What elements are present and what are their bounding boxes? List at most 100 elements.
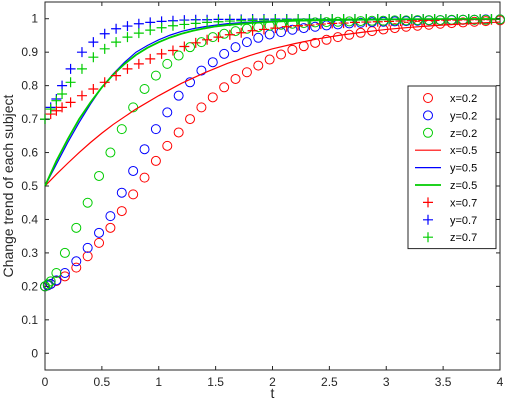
data-point <box>367 15 378 26</box>
data-point <box>45 104 56 115</box>
data-point <box>105 147 116 158</box>
legend-item: z=0.7 <box>423 232 477 244</box>
data-point <box>213 16 224 27</box>
data-point <box>71 262 82 273</box>
x-tick-label: 0.5 <box>94 375 111 389</box>
legend-swatch <box>423 127 433 138</box>
data-point <box>207 92 218 103</box>
legend: x=0.2 y=0.2 z=0.2 x=0.5 y=0.5 z=0.5 x=0.7 y=0.7… <box>407 85 497 250</box>
data-point <box>486 14 497 25</box>
data-point <box>241 67 252 78</box>
data-point <box>247 15 258 26</box>
y-tick-label: 0 <box>31 346 38 360</box>
y-tick-label: 0.2 <box>21 279 38 293</box>
y-tick-label: 0.8 <box>21 79 38 93</box>
data-point <box>475 14 486 25</box>
data-point <box>111 70 122 81</box>
legend-item: x=0.7 <box>423 197 477 209</box>
data-point <box>94 227 105 238</box>
data-point <box>207 57 218 68</box>
legend-label: x=0.5 <box>450 145 477 157</box>
data-point <box>270 23 281 34</box>
data-point <box>145 53 156 64</box>
data-point <box>42 279 53 290</box>
data-point <box>219 82 230 93</box>
x-tick-label: 2.5 <box>321 375 338 389</box>
data-point <box>179 19 190 30</box>
data-point <box>321 34 332 45</box>
y-tick-label: 0.7 <box>21 112 38 126</box>
data-point <box>253 60 264 71</box>
data-point <box>185 77 196 88</box>
data-point <box>116 124 127 135</box>
data-point <box>327 14 338 25</box>
data-point <box>82 251 93 262</box>
data-point <box>440 14 451 25</box>
data-point <box>139 172 150 183</box>
data-point <box>116 206 127 217</box>
data-point <box>150 124 161 135</box>
data-point <box>173 90 184 101</box>
data-point <box>162 58 173 69</box>
data-point <box>418 14 429 25</box>
data-point <box>213 32 224 43</box>
data-point <box>65 77 76 88</box>
series-z=0.5 <box>44 18 500 187</box>
legend-label: x=0.2 <box>450 93 477 105</box>
legend-item: y=0.7 <box>423 214 477 227</box>
data-point <box>82 242 93 253</box>
data-point <box>185 42 196 53</box>
data-point <box>338 14 349 25</box>
data-point <box>128 165 139 176</box>
data-point <box>236 27 247 38</box>
data-point <box>51 95 62 106</box>
data-point <box>355 16 366 27</box>
data-point <box>230 73 241 84</box>
legend-item: y=0.5 <box>415 163 477 175</box>
data-point <box>258 24 269 35</box>
data-point <box>105 222 116 233</box>
data-point <box>57 89 68 99</box>
x-tick-label: 1 <box>155 375 162 389</box>
data-point <box>88 83 99 94</box>
y-tick-label: 0.5 <box>21 179 38 193</box>
data-point <box>219 48 230 59</box>
legend-label: y=0.5 <box>450 163 477 175</box>
legend-label: z=0.7 <box>450 232 477 244</box>
data-point <box>389 15 400 26</box>
data-point <box>361 14 372 25</box>
data-point <box>59 247 70 258</box>
data-point <box>332 32 343 43</box>
data-point <box>190 18 201 29</box>
data-point <box>179 41 190 52</box>
x-tick-label: 0 <box>42 375 49 389</box>
data-point <box>65 97 76 108</box>
data-point <box>71 256 82 267</box>
data-point <box>264 54 275 65</box>
data-point <box>94 170 105 181</box>
data-point <box>76 47 87 58</box>
data-point <box>287 44 298 55</box>
data-point <box>224 16 235 27</box>
legend-item: x=0.5 <box>415 145 477 157</box>
data-point <box>372 14 383 25</box>
x-tick-label: 2 <box>269 375 276 389</box>
data-point <box>202 17 213 28</box>
data-point <box>406 14 417 25</box>
data-point <box>253 32 264 43</box>
data-point <box>310 37 321 48</box>
data-point <box>99 77 110 88</box>
data-point <box>57 102 68 113</box>
data-point <box>287 24 298 35</box>
y-tick-label: 0.9 <box>21 45 38 59</box>
data-point <box>150 70 161 81</box>
data-point <box>88 52 99 63</box>
legend-swatch <box>423 110 433 121</box>
data-point <box>105 211 116 222</box>
data-point <box>71 222 82 233</box>
legend-swatch <box>423 214 433 225</box>
data-point <box>310 21 321 32</box>
data-point <box>196 37 207 48</box>
data-point <box>40 281 50 292</box>
data-point <box>51 105 62 116</box>
